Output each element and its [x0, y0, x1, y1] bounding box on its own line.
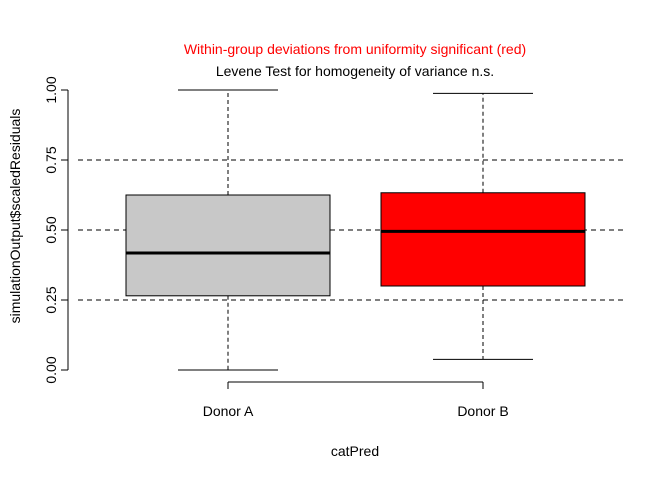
x-axis: Donor A Donor B	[203, 381, 509, 419]
y-tick-label: 0.75	[43, 146, 59, 173]
chart-subtitle: Levene Test for homogeneity of variance …	[216, 63, 494, 79]
x-tick-label: Donor B	[457, 403, 508, 419]
box-donor-b	[380, 92, 586, 360]
y-tick-label: 1.00	[43, 76, 59, 103]
x-tick-label: Donor A	[203, 403, 254, 419]
y-tick-label: 0.00	[43, 356, 59, 383]
iqr-box	[380, 192, 586, 287]
y-axis-label: simulationOutput$scaledResiduals	[7, 109, 23, 324]
y-tick-label: 0.25	[43, 286, 59, 313]
chart-title: Within-group deviations from uniformity …	[184, 41, 526, 57]
iqr-box	[125, 194, 331, 297]
y-tick-label: 0.50	[43, 216, 59, 243]
y-axis: 0.00 0.25 0.50 0.75 1.00	[43, 76, 69, 384]
x-axis-label: catPred	[331, 443, 379, 459]
box-donor-a	[125, 89, 331, 371]
boxes-group	[125, 89, 586, 371]
